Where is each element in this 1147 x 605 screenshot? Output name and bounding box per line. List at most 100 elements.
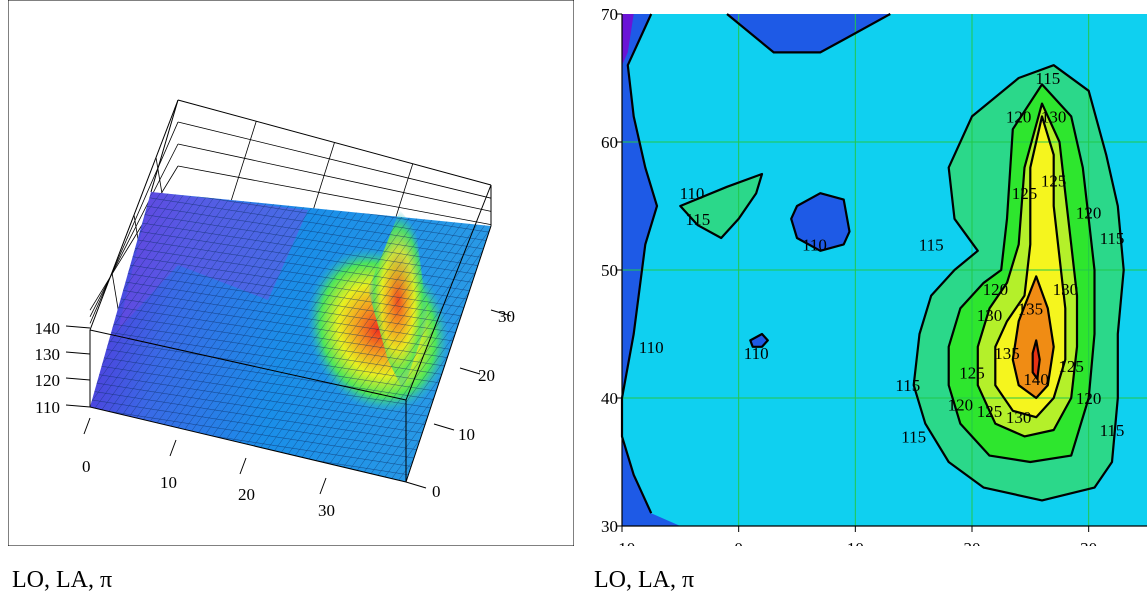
- box-edge: [150, 99, 179, 193]
- contour-line: [749, 332, 769, 348]
- contour-line: [994, 115, 1067, 419]
- y-tick: [459, 367, 481, 375]
- box-edge: [177, 121, 492, 199]
- z-tick-label: 130: [35, 345, 61, 364]
- contour-plot: 115 120 130 110 125 125 115 120 110 115 115 120 135 1…: [580, 0, 1147, 558]
- surface-caption: LO, LA, π: [12, 567, 113, 593]
- z-tick: [65, 351, 91, 355]
- surface-axes-box: [89, 99, 492, 333]
- contour-label: 120: [983, 280, 1009, 299]
- contour-label: 110: [639, 338, 664, 357]
- surface-plot: 110 120 130 140 0 10 20 30 0 10 20 30: [7, 0, 575, 547]
- y-tick: [490, 309, 512, 317]
- y-tick: [405, 481, 427, 489]
- contour-label: 125: [1058, 357, 1084, 376]
- contour-label: 120: [1076, 203, 1102, 222]
- y-tick: [433, 423, 455, 431]
- contour-label: 110: [802, 235, 827, 254]
- contour-region-135: [1012, 276, 1054, 398]
- contour-label: 110: [744, 344, 769, 363]
- contour-line: [947, 83, 1096, 464]
- x-tick: [239, 457, 247, 475]
- contour-label: 125: [977, 402, 1003, 421]
- contour-label: 130: [977, 306, 1003, 325]
- surface-axes-front: [89, 184, 492, 483]
- contour-line: [679, 172, 764, 240]
- box-edge: [89, 329, 407, 401]
- x-tick-label: 30: [1080, 539, 1097, 546]
- contour-line: [620, 13, 659, 514]
- y-tick-label: 60: [601, 133, 618, 152]
- contour-label: 130: [1006, 408, 1032, 427]
- contour-label: 115: [901, 427, 926, 446]
- z-tick: [65, 325, 91, 329]
- surface-mesh: [90, 192, 491, 482]
- contour-line: [976, 102, 1079, 438]
- contour-label: 135: [994, 344, 1020, 363]
- y-tick-label: 40: [601, 389, 618, 408]
- contour-line: [726, 13, 891, 54]
- contour-label: 120: [1006, 107, 1032, 126]
- contour-label: 115: [685, 210, 710, 229]
- contour-label: 115: [919, 235, 944, 254]
- z-tick-label: 140: [35, 319, 61, 338]
- contour-lines: [620, 13, 1125, 514]
- contour-region-corner: [622, 14, 634, 66]
- contour-label: 130: [1041, 107, 1067, 126]
- contour-label: 115: [1035, 69, 1060, 88]
- contour-label: 125: [959, 363, 985, 382]
- contour-island-110-a: [791, 193, 850, 251]
- contour-label: 130: [1053, 280, 1079, 299]
- box-edge: [405, 225, 492, 483]
- box-edge: [177, 143, 492, 212]
- surface-tick-labels: 110 120 130 140 0 10 20 30 0 10 20 30: [35, 307, 516, 520]
- contour-label: 125: [1041, 171, 1067, 190]
- box-edge: [89, 121, 179, 324]
- x-tick-label: 0: [734, 539, 743, 546]
- contour-label: 115: [1100, 229, 1125, 248]
- box-edge: [177, 165, 492, 225]
- y-tick-label: 30: [601, 517, 618, 536]
- x-tick-label: −10: [609, 539, 636, 546]
- contour-line: [1031, 339, 1041, 380]
- contour-line: [1011, 275, 1055, 400]
- x-tick-label: 0: [82, 457, 91, 476]
- contour-label: 115: [895, 376, 920, 395]
- contour-label: 110: [680, 184, 705, 203]
- contour-caption: LO, LA, π: [594, 567, 695, 593]
- z-tick: [65, 404, 91, 408]
- contour-label: 135: [1018, 299, 1044, 318]
- x-tick-label: 10: [160, 473, 177, 492]
- z-tick: [65, 377, 91, 381]
- contour-label: 115: [1100, 421, 1125, 440]
- x-tick-label: 20: [964, 539, 981, 546]
- contour-label: 125: [1012, 184, 1038, 203]
- y-tick-label: 50: [601, 261, 618, 280]
- x-tick: [83, 417, 91, 435]
- y-tick-label: 30: [498, 307, 515, 326]
- contour-label: 120: [1076, 389, 1102, 408]
- y-tick-label: 0: [432, 482, 441, 501]
- x-tick-label: 30: [318, 501, 335, 520]
- y-tick-label: 20: [478, 366, 495, 385]
- z-tick-label: 120: [35, 371, 61, 390]
- box-edge: [89, 165, 179, 311]
- box-edge: [89, 406, 407, 483]
- contour-line: [912, 64, 1125, 502]
- contour-line: [790, 192, 851, 252]
- z-tick-label: 110: [35, 398, 60, 417]
- contour-label: 120: [948, 395, 974, 414]
- x-tick: [169, 439, 177, 457]
- y-tick-label: 70: [601, 5, 618, 24]
- y-tick-label: 10: [458, 425, 475, 444]
- x-tick: [319, 477, 327, 495]
- contour-label: 140: [1023, 370, 1049, 389]
- contour-region-115-left: [680, 174, 762, 238]
- surface-plot-svg: 110 120 130 140 0 10 20 30 0 10 20 30: [7, 0, 575, 547]
- box-edge: [405, 184, 492, 401]
- x-tick-label: 10: [847, 539, 864, 546]
- x-tick-label: 20: [238, 485, 255, 504]
- box-edge: [89, 143, 179, 317]
